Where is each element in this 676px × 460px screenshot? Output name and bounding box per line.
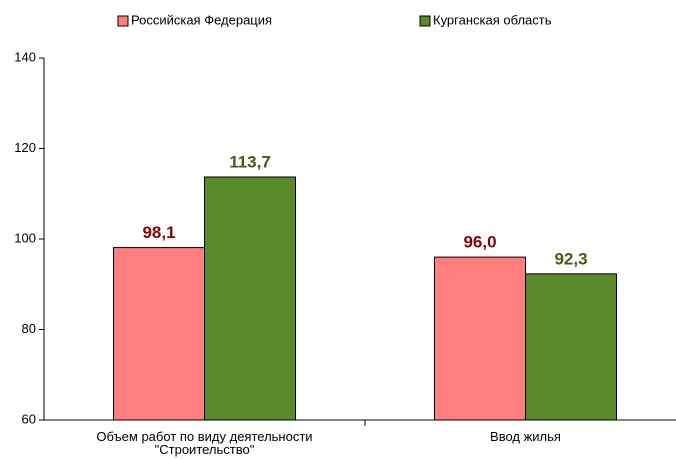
y-tick-label: 120 xyxy=(14,140,36,155)
bar xyxy=(525,273,617,421)
x-tick-label: Ввод жилья xyxy=(490,429,561,444)
legend-label: Курганская область xyxy=(433,12,552,27)
x-tick-label: Объем работ по виду деятельности "Строит… xyxy=(96,429,313,457)
y-tick-label: 140 xyxy=(14,49,36,64)
bar xyxy=(204,176,296,421)
y-tick-label: 60 xyxy=(22,411,36,426)
data-label: 96,0 xyxy=(463,233,496,252)
legend-swatch xyxy=(117,15,129,27)
bar xyxy=(113,247,205,421)
legend-label: Российская Федерация xyxy=(131,12,272,27)
data-label: 98,1 xyxy=(142,223,175,242)
data-label: 113,7 xyxy=(229,152,271,171)
y-tick-label: 80 xyxy=(22,321,36,336)
y-tick-label: 100 xyxy=(14,230,36,245)
bar xyxy=(434,256,526,421)
legend-swatch xyxy=(419,15,431,27)
data-label: 92,3 xyxy=(554,249,587,268)
